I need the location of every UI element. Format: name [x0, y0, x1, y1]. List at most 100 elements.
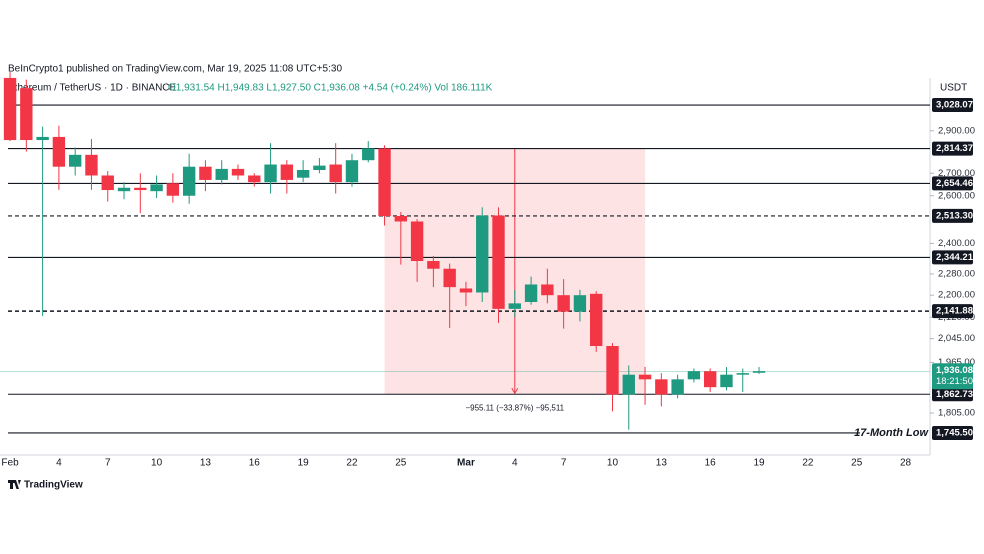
- candle-body: [215, 168, 228, 180]
- candle-body: [85, 154, 98, 176]
- candle-body: [117, 187, 131, 192]
- level-label-box: [932, 304, 973, 319]
- candle-body: [329, 164, 342, 183]
- candle-body: [280, 164, 294, 180]
- x-tick-label: 4: [56, 458, 62, 469]
- x-tick-label: 25: [395, 458, 407, 469]
- level-label-box: [932, 425, 973, 440]
- candle-body: [182, 166, 196, 196]
- candle-body: [362, 148, 375, 161]
- level-label: 1,862.73: [936, 389, 973, 400]
- x-tick-label: 4: [512, 458, 518, 469]
- candle-body: [638, 374, 652, 380]
- level-label-box: [932, 176, 973, 191]
- x-tick-label: 7: [561, 458, 567, 469]
- x-tick-label: 13: [200, 458, 212, 469]
- level-label: 2,141.88: [936, 306, 973, 317]
- candle-body: [248, 175, 261, 183]
- level-label-box: [932, 387, 973, 402]
- x-tick-label: 16: [249, 458, 261, 469]
- x-tick-label: 19: [298, 458, 310, 469]
- level-note: 17-Month Low: [854, 427, 929, 439]
- candle-body: [264, 164, 277, 183]
- candle-body: [476, 215, 489, 293]
- candle-body: [410, 221, 424, 262]
- candle-body: [427, 261, 440, 269]
- level-label-box: [932, 208, 973, 223]
- y-tick-label: 1,965.00: [938, 357, 975, 368]
- candle-body: [36, 136, 49, 141]
- candle-body: [524, 284, 538, 302]
- x-tick-label: 22: [346, 458, 358, 469]
- candle-body: [573, 295, 587, 312]
- candle-body: [101, 175, 114, 191]
- candle-body: [313, 165, 326, 170]
- countdown: 18:21:50: [936, 376, 973, 387]
- symbol: Ethereum / TetherUS · 1D · BINANCE: [8, 83, 177, 94]
- level-label: 2,814.37: [936, 143, 973, 154]
- x-tick-label: 7: [105, 458, 111, 469]
- y-tick-label: 2,200.00: [938, 290, 975, 301]
- candle-body: [394, 216, 408, 222]
- candle-body: [20, 88, 33, 141]
- level-label-box: [932, 250, 973, 265]
- measure-label: −955.11 (−33.87%) −95,511: [465, 403, 564, 412]
- candle-body: [68, 154, 82, 167]
- x-tick-label: 19: [753, 458, 765, 469]
- y-tick-label: 2,280.00: [938, 268, 975, 279]
- last-price-box: [932, 363, 973, 390]
- y-tick-label: 1,805.00: [938, 408, 975, 419]
- x-tick-label: Mar: [457, 458, 475, 469]
- candle-body: [52, 136, 66, 167]
- logo: TradingView: [8, 480, 83, 491]
- x-tick-label: 16: [705, 458, 717, 469]
- level-label: 1,745.50: [936, 427, 973, 438]
- y-tick-label: 2,045.00: [938, 333, 975, 344]
- candle-body: [655, 379, 668, 395]
- level-label-box: [932, 98, 973, 113]
- level-label: 2,654.46: [936, 178, 973, 189]
- candle-body: [296, 169, 310, 178]
- publisher: BeInCrypto1 published on TradingView.com…: [8, 64, 342, 75]
- level-label: 3,028.07: [936, 100, 973, 111]
- x-tick-label: 22: [802, 458, 814, 469]
- candle-body: [492, 215, 505, 309]
- currency: USDT: [940, 83, 967, 94]
- candle-body: [443, 268, 456, 288]
- candle-body: [345, 160, 359, 183]
- candle-body: [134, 187, 147, 191]
- candle-body: [378, 148, 391, 217]
- y-tick-label: 2,600.00: [938, 190, 975, 201]
- y-tick-label: 2,700.00: [938, 168, 975, 179]
- candle-body: [557, 295, 570, 312]
- candle-body: [508, 303, 521, 309]
- x-tick-label: 10: [607, 458, 619, 469]
- y-tick-label: 2,900.00: [938, 125, 975, 136]
- candle-body: [590, 293, 603, 346]
- x-tick-label: 13: [656, 458, 668, 469]
- candle-body: [622, 374, 635, 395]
- x-tick-label: 28: [900, 458, 912, 469]
- level-label: 2,513.30: [936, 210, 973, 221]
- last-price-label: 1,936.08: [936, 365, 973, 376]
- level-label: 2,344.21: [936, 252, 974, 263]
- ohlc: O1,931.54 H1,949.83 L1,927.50 C1,936.08 …: [168, 83, 493, 94]
- level-label-box: [932, 141, 973, 156]
- candle-body: [199, 166, 212, 180]
- candle-body: [736, 373, 749, 375]
- candle-body: [231, 168, 245, 176]
- x-tick-label: 10: [151, 458, 163, 469]
- x-tick-label: 25: [851, 458, 863, 469]
- candle-body: [752, 371, 766, 373]
- candle-body: [703, 371, 717, 388]
- x-tick-label: Feb: [1, 458, 19, 469]
- brand: TradingView: [24, 480, 83, 491]
- candle-body: [541, 284, 554, 296]
- candle-body: [720, 374, 733, 388]
- candle-body: [166, 183, 180, 196]
- candle-body: [687, 371, 701, 380]
- measure-arrow-head: [511, 387, 519, 395]
- candle-body: [606, 345, 619, 395]
- candle-body: [671, 379, 684, 395]
